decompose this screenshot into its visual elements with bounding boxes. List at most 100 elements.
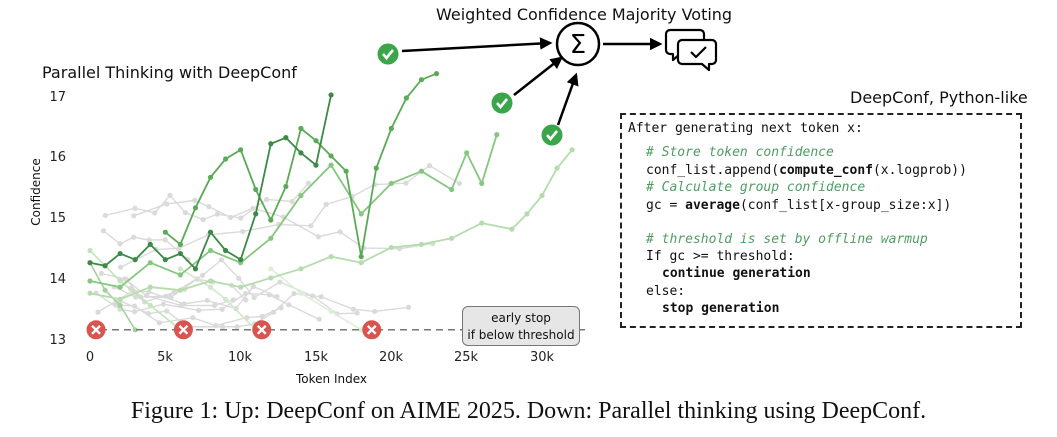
kept-series-point bbox=[207, 229, 214, 235]
background-series-point bbox=[403, 180, 409, 186]
check-mark bbox=[382, 49, 395, 61]
background-series-point bbox=[286, 302, 292, 308]
y-tick: 15 bbox=[49, 211, 66, 226]
code-comment: # Calculate group confidence bbox=[646, 180, 866, 195]
background-series bbox=[113, 286, 185, 298]
background-series-point bbox=[152, 210, 158, 216]
checkmarks bbox=[377, 43, 563, 146]
kept-series-point bbox=[238, 147, 244, 153]
background-series-point bbox=[234, 324, 240, 330]
check-icon bbox=[491, 92, 513, 114]
stop-x-mark bbox=[178, 324, 189, 335]
code-token: (conf_list[x-group_size:x]) bbox=[739, 198, 952, 213]
stopped-series-point bbox=[223, 296, 229, 302]
background-series bbox=[120, 164, 460, 268]
background-series-point bbox=[242, 290, 249, 297]
background-series-point bbox=[264, 196, 270, 203]
background-series-point bbox=[98, 270, 104, 277]
early-stop-line1: early stop bbox=[491, 311, 551, 325]
x-tick: 25k bbox=[453, 350, 479, 365]
kept-series-point bbox=[388, 180, 394, 186]
kept-series-point bbox=[298, 125, 304, 132]
stopped-series-point bbox=[147, 302, 153, 308]
kept-series-point bbox=[238, 257, 244, 263]
kept-series-point bbox=[569, 147, 575, 153]
background-series-point bbox=[190, 315, 196, 321]
x-tick: 0 bbox=[85, 350, 95, 365]
kept-series-point bbox=[298, 193, 304, 199]
background-series-point bbox=[214, 211, 220, 217]
background-series-point bbox=[372, 308, 378, 315]
background-series-point bbox=[100, 228, 106, 234]
background-series-point bbox=[291, 290, 297, 297]
kept-series-point bbox=[87, 290, 93, 296]
background-series-point bbox=[305, 180, 312, 186]
stop-x-mark bbox=[256, 324, 267, 335]
background-series-point bbox=[277, 279, 283, 285]
x-tick: 10k bbox=[227, 350, 253, 365]
kept-series-point bbox=[539, 193, 545, 199]
background-series-point bbox=[131, 234, 137, 240]
arrow-mid bbox=[513, 56, 563, 96]
stopped-series-point bbox=[328, 308, 334, 315]
kept-series-point bbox=[298, 266, 304, 272]
code-line: gc = average(conf_list[x-group_size:x]) bbox=[646, 198, 951, 213]
x-tick: 30k bbox=[529, 350, 555, 365]
background-series-point bbox=[118, 264, 124, 270]
kept-series-point bbox=[192, 205, 199, 211]
kept-series-point bbox=[433, 71, 440, 77]
background-series-point bbox=[236, 275, 242, 281]
background-series-point bbox=[405, 304, 412, 310]
background-series-point bbox=[95, 309, 101, 315]
kept-series-point bbox=[177, 250, 183, 257]
background-series-point bbox=[117, 241, 123, 247]
kept-series-point bbox=[177, 241, 183, 247]
background-series-point bbox=[200, 217, 206, 223]
code-token: (x.logprob)) bbox=[872, 163, 967, 178]
kept-series-point bbox=[283, 135, 289, 141]
kept-series-point bbox=[328, 153, 334, 159]
background-series-point bbox=[162, 237, 168, 243]
kept-series-point bbox=[313, 162, 319, 168]
early-stop-line2: if below threshold bbox=[467, 328, 575, 342]
kept-series-point bbox=[223, 156, 229, 162]
plot-title: Parallel Thinking with DeepConf bbox=[42, 63, 297, 82]
kept-series-point bbox=[358, 211, 364, 217]
kept-series-point bbox=[132, 257, 138, 263]
sigma-symbol: Σ bbox=[570, 30, 586, 60]
stopped-series-point bbox=[207, 284, 214, 290]
code-token: conf_list.append( bbox=[646, 163, 780, 178]
kept-series-point bbox=[177, 272, 183, 278]
background-series-point bbox=[102, 212, 108, 219]
background-series-point bbox=[164, 201, 170, 207]
stopped-series bbox=[179, 268, 257, 331]
background-series-point bbox=[308, 223, 314, 229]
check-mark bbox=[496, 98, 509, 110]
kept-traces bbox=[87, 71, 575, 302]
kept-series-point bbox=[524, 211, 530, 217]
stopped-series-point bbox=[298, 290, 304, 296]
code-title: DeepConf, Python-like bbox=[850, 88, 1028, 107]
code-line: continue generation bbox=[662, 266, 811, 281]
kept-series-point bbox=[449, 186, 455, 193]
kept-series-point bbox=[147, 284, 153, 290]
stopped-series-point bbox=[132, 327, 138, 333]
background-series-point bbox=[220, 324, 226, 330]
kept-series-point bbox=[268, 217, 274, 223]
code-comment: # Store token confidence bbox=[646, 145, 834, 160]
kept-series-point bbox=[464, 150, 470, 156]
kept-series-point bbox=[147, 260, 153, 266]
y-tick: 16 bbox=[49, 150, 66, 165]
kept-series-point bbox=[87, 278, 93, 284]
check-mark bbox=[546, 130, 559, 142]
kept-series-point bbox=[117, 250, 123, 257]
kept-series-point bbox=[268, 275, 274, 281]
arrow-low bbox=[556, 72, 579, 126]
stopped-series-point bbox=[87, 247, 93, 254]
background-series-point bbox=[243, 297, 249, 303]
chat-bubbles-icon bbox=[664, 28, 718, 72]
background-series-point bbox=[200, 272, 206, 278]
kept-series-point bbox=[223, 247, 229, 254]
y-tick: 14 bbox=[49, 272, 66, 287]
voting-arrows bbox=[401, 37, 663, 126]
